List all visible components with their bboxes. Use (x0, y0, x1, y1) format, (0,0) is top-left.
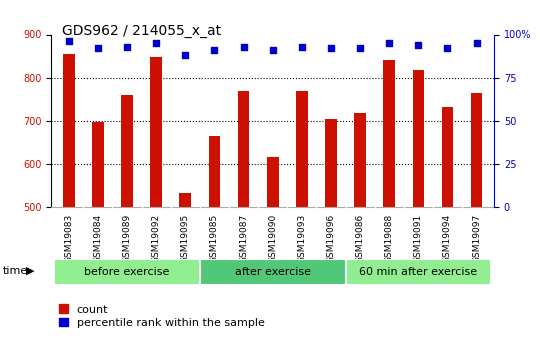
Point (414, 42, 423, 48)
Text: GSM19084: GSM19084 (93, 214, 103, 263)
Bar (63, 54, 75, 207)
Text: before exercise: before exercise (84, 267, 170, 277)
Point (385, 40, 394, 46)
Text: GSM19087: GSM19087 (239, 214, 248, 264)
Text: GSM19086: GSM19086 (356, 214, 364, 264)
Point (472, 40, 481, 46)
FancyBboxPatch shape (54, 259, 200, 285)
Bar (150, 57, 162, 207)
Bar (354, 113, 366, 207)
Bar (413, 70, 424, 207)
Text: GSM19089: GSM19089 (123, 214, 132, 264)
Point (356, 46, 364, 51)
Text: GSM19083: GSM19083 (64, 214, 73, 264)
Text: GSM19093: GSM19093 (298, 214, 306, 264)
Text: time: time (3, 266, 28, 276)
Text: after exercise: after exercise (235, 267, 310, 277)
Bar (296, 90, 308, 207)
Text: GSM19095: GSM19095 (181, 214, 190, 264)
Point (239, 44, 248, 49)
Bar (383, 60, 395, 207)
Text: GSM19094: GSM19094 (443, 214, 452, 263)
Bar (208, 136, 220, 207)
Point (443, 46, 452, 51)
Text: GSM19085: GSM19085 (210, 214, 219, 264)
Point (123, 44, 131, 49)
Bar (179, 193, 191, 207)
Point (298, 44, 306, 49)
Bar (267, 157, 279, 207)
Point (327, 46, 335, 51)
Text: ▶: ▶ (26, 266, 35, 276)
Text: GSM19088: GSM19088 (384, 214, 394, 264)
FancyBboxPatch shape (200, 259, 346, 285)
Point (152, 40, 160, 46)
FancyBboxPatch shape (346, 259, 491, 285)
Point (181, 52, 190, 58)
Bar (92, 122, 104, 207)
Text: GSM19096: GSM19096 (327, 214, 335, 264)
Point (64, 39, 73, 44)
Text: GSM19090: GSM19090 (268, 214, 277, 264)
Point (210, 47, 219, 53)
Text: 60 min after exercise: 60 min after exercise (359, 267, 477, 277)
Text: GSM19097: GSM19097 (472, 214, 481, 264)
Bar (238, 91, 249, 207)
Bar (121, 95, 133, 207)
Legend: count, percentile rank within the sample: count, percentile rank within the sample (57, 302, 267, 330)
Text: GSM19092: GSM19092 (152, 214, 161, 263)
Bar (325, 119, 337, 207)
Text: GSM19091: GSM19091 (414, 214, 423, 264)
Point (268, 47, 277, 53)
Text: GDS962 / 214055_x_at: GDS962 / 214055_x_at (62, 24, 221, 38)
Bar (471, 93, 482, 207)
Bar (442, 107, 453, 207)
Point (93, 46, 102, 51)
